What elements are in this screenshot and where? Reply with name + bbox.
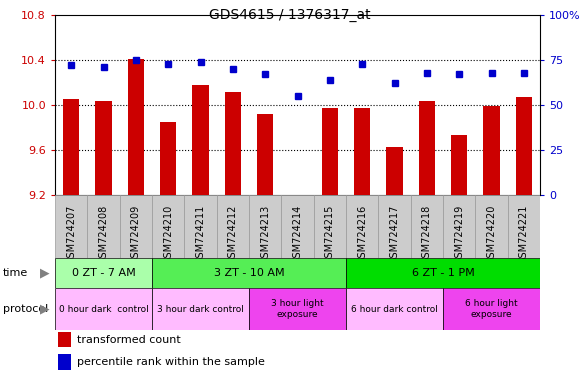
Bar — [443, 288, 540, 330]
Text: GSM724211: GSM724211 — [195, 204, 205, 264]
Bar — [63, 99, 79, 195]
Bar — [128, 59, 144, 195]
Text: ▶: ▶ — [39, 303, 49, 316]
Bar — [346, 288, 443, 330]
Bar — [411, 195, 443, 258]
Bar — [516, 97, 532, 195]
Bar — [476, 195, 508, 258]
Text: GDS4615 / 1376317_at: GDS4615 / 1376317_at — [209, 8, 371, 22]
Text: 3 hour dark control: 3 hour dark control — [157, 305, 244, 313]
Bar — [346, 195, 378, 258]
Bar — [289, 195, 306, 196]
Bar — [378, 195, 411, 258]
Bar — [443, 195, 476, 258]
Text: 6 hour dark control: 6 hour dark control — [351, 305, 438, 313]
Text: 3 ZT - 10 AM: 3 ZT - 10 AM — [213, 268, 284, 278]
Bar — [249, 288, 346, 330]
Text: transformed count: transformed count — [77, 335, 180, 345]
Text: GSM724219: GSM724219 — [454, 204, 464, 264]
Bar — [119, 195, 152, 258]
Bar — [193, 85, 209, 195]
Bar — [483, 106, 499, 195]
Bar — [152, 195, 184, 258]
Bar — [55, 258, 152, 288]
Text: GSM724207: GSM724207 — [66, 204, 76, 264]
Bar — [508, 195, 540, 258]
Text: GSM724210: GSM724210 — [163, 204, 173, 264]
Bar — [184, 195, 217, 258]
Text: percentile rank within the sample: percentile rank within the sample — [77, 357, 264, 367]
Text: GSM724217: GSM724217 — [390, 204, 400, 264]
Bar — [314, 195, 346, 258]
Bar — [354, 108, 370, 195]
Text: 0 hour dark  control: 0 hour dark control — [59, 305, 148, 313]
Bar — [249, 195, 281, 258]
Text: GSM724208: GSM724208 — [99, 204, 108, 264]
Bar — [346, 258, 540, 288]
Text: time: time — [3, 268, 28, 278]
Text: 6 hour light
exposure: 6 hour light exposure — [465, 299, 518, 319]
Bar — [419, 101, 435, 195]
Bar — [386, 147, 403, 195]
Text: GSM724218: GSM724218 — [422, 204, 432, 264]
Text: GSM724214: GSM724214 — [292, 204, 303, 264]
Bar — [281, 195, 314, 258]
Text: GSM724215: GSM724215 — [325, 204, 335, 264]
Text: GSM724220: GSM724220 — [487, 204, 496, 264]
Text: protocol: protocol — [3, 304, 48, 314]
Text: 6 ZT - 1 PM: 6 ZT - 1 PM — [412, 268, 474, 278]
Text: GSM724213: GSM724213 — [260, 204, 270, 264]
Text: GSM724221: GSM724221 — [519, 204, 529, 264]
Bar — [152, 288, 249, 330]
Bar — [152, 258, 346, 288]
Bar — [88, 195, 119, 258]
Text: ▶: ▶ — [39, 266, 49, 280]
Text: 0 ZT - 7 AM: 0 ZT - 7 AM — [71, 268, 135, 278]
Bar — [55, 195, 88, 258]
Bar — [451, 136, 467, 195]
Text: GSM724212: GSM724212 — [228, 204, 238, 264]
Bar — [96, 101, 111, 195]
Bar — [322, 108, 338, 195]
Bar — [257, 114, 273, 195]
Bar — [225, 91, 241, 195]
Bar — [160, 122, 176, 195]
Text: GSM724209: GSM724209 — [131, 204, 141, 264]
Text: GSM724216: GSM724216 — [357, 204, 367, 264]
Bar — [217, 195, 249, 258]
Text: 3 hour light
exposure: 3 hour light exposure — [271, 299, 324, 319]
Bar — [55, 288, 152, 330]
